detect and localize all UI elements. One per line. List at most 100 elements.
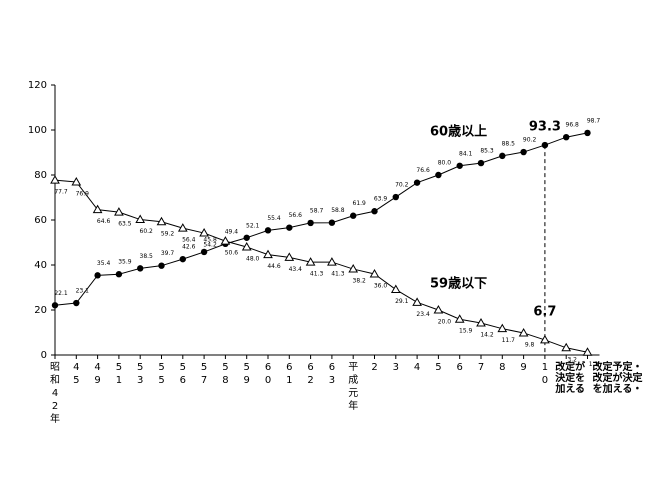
series-line	[54, 132, 588, 306]
data-label: 70.2	[395, 182, 409, 189]
point	[177, 223, 188, 232]
x-tick-label: 改定予定・改定が決定を加える・	[593, 360, 643, 395]
data-label: 52.1	[246, 222, 260, 229]
point	[477, 159, 485, 167]
data-label: 1.2	[589, 361, 599, 368]
point	[454, 314, 465, 323]
data-label: 56.6	[289, 212, 303, 219]
point	[390, 284, 401, 294]
data-label: 80.0	[438, 160, 452, 167]
x-tick-label: 6	[457, 362, 463, 373]
data-label: 50.6	[225, 250, 239, 257]
x-tick-label: 昭和 4 2 年	[50, 361, 60, 425]
data-label: 11.7	[502, 337, 516, 344]
data-label: 85.3	[480, 148, 494, 155]
point	[200, 248, 208, 256]
data-label: 43.4	[289, 266, 303, 273]
data-label: 58.7	[310, 207, 324, 214]
point	[73, 299, 80, 307]
point	[137, 265, 144, 272]
data-label: 36.0	[374, 283, 388, 290]
data-label: 64.6	[97, 218, 111, 225]
data-label: 6.7	[533, 304, 556, 319]
point	[497, 323, 508, 333]
data-label: 58.8	[331, 207, 345, 214]
y-tick-label: 20	[34, 305, 47, 316]
y-tick-label: 0	[41, 350, 47, 361]
point	[243, 234, 250, 241]
data-label: 63.5	[118, 221, 132, 228]
data-label: 41.3	[331, 271, 345, 278]
series-label: 59歳以下	[430, 276, 487, 292]
data-label: 14.2	[480, 332, 494, 339]
point	[371, 208, 378, 215]
x-tick-label: 3	[393, 362, 399, 373]
x-tick-label: 改定が決定を加える	[554, 360, 586, 395]
y-tick-label: 60	[34, 215, 47, 226]
point	[135, 214, 146, 224]
point	[561, 342, 572, 352]
data-label: 44.6	[267, 263, 281, 270]
data-label: 54.2	[203, 242, 217, 249]
data-label: 38.2	[353, 278, 367, 285]
point	[328, 219, 336, 226]
x-tick-label: 7	[478, 362, 484, 373]
point	[263, 249, 273, 259]
point	[563, 134, 570, 141]
data-label: 76.6	[416, 167, 430, 174]
data-label: 76.9	[76, 190, 90, 197]
point	[220, 236, 231, 245]
data-label: 88.5	[502, 140, 516, 147]
data-label: 49.4	[225, 228, 239, 235]
data-label: 98.7	[587, 117, 601, 124]
x-tick-label: 平成元年	[348, 362, 358, 412]
point	[348, 264, 359, 273]
data-label: 84.1	[459, 150, 473, 157]
point	[413, 179, 421, 186]
data-label: 35.4	[97, 260, 111, 267]
x-tick-label: 2	[371, 362, 377, 373]
point	[541, 141, 549, 149]
data-label: 59.2	[161, 230, 175, 237]
point	[350, 212, 357, 219]
point	[476, 318, 486, 327]
point	[158, 262, 165, 269]
series-line	[54, 179, 588, 353]
x-tick-label: 9	[520, 362, 526, 373]
data-label: 45.8	[203, 236, 217, 243]
point	[540, 334, 550, 344]
data-label: 61.9	[353, 200, 367, 207]
point	[92, 204, 103, 214]
point	[50, 175, 60, 184]
data-label: 23.1	[76, 288, 90, 295]
y-tick-label: 120	[28, 80, 47, 91]
point	[433, 304, 444, 314]
point	[179, 255, 186, 263]
data-label: 38.5	[140, 253, 154, 260]
point	[584, 129, 591, 137]
series-label: 60歳以上	[430, 124, 487, 140]
point	[114, 207, 124, 216]
data-label: 35.9	[118, 259, 132, 266]
point	[518, 327, 529, 337]
point	[327, 257, 337, 266]
point	[392, 193, 399, 201]
x-tick-label: 5	[435, 362, 441, 373]
point	[520, 148, 527, 156]
point	[412, 297, 422, 306]
data-label: 41.3	[310, 271, 324, 278]
data-label: 39.7	[161, 250, 175, 257]
point	[156, 216, 167, 226]
